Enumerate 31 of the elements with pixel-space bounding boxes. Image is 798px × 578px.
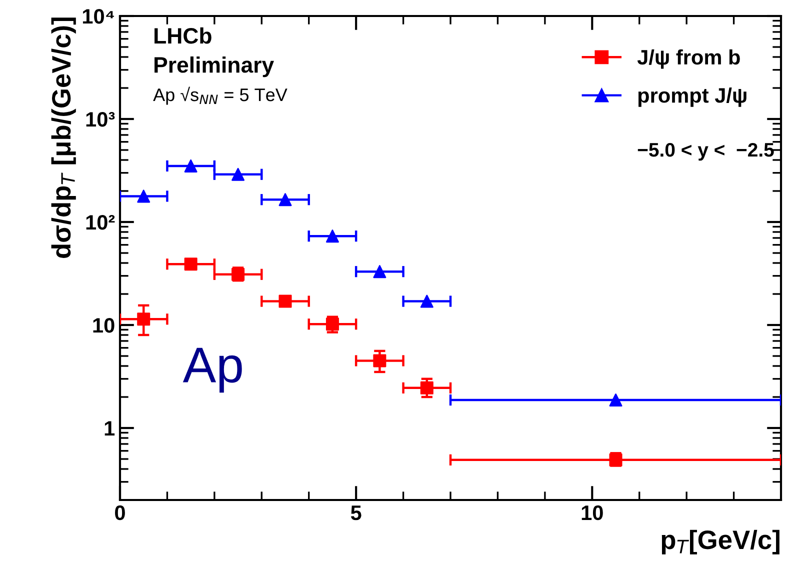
legend-label: prompt J/ψ [638,88,746,107]
y-axis-title: dσ/dp$_{T}$ [μb/(GeV/c)] [51,18,76,258]
point [420,381,434,394]
point [609,394,622,407]
y-tick-label: 10 [93,318,114,333]
point [137,190,150,203]
annotation: Preliminary [154,56,274,78]
point [373,354,386,368]
y-tick-label: 10⁴ [82,9,114,24]
point [184,159,198,172]
point [326,318,339,331]
annotation: Ap [182,348,242,393]
annotation: −5.0 < y < −2.5 [638,142,774,161]
y-tick-label: 1 [104,421,115,436]
point [420,294,434,308]
point [232,168,245,181]
x-tick-label: 5 [350,506,362,520]
y-tick-label: 10² [86,215,115,230]
point [184,258,198,271]
x-axis-title: p$_{T}$[GeV/c] [662,530,780,554]
point [278,294,292,308]
point [278,193,292,206]
legend-label: J/ψ from b [637,49,740,69]
y-tick-label: 10³ [86,112,115,127]
annotation: Ap √s$_{NN}$ = 5 TeV [153,86,288,105]
annotation: LHCb [154,27,212,44]
point [137,312,150,326]
x-tick-label: 0 [115,505,125,520]
x-tick-label: 10 [582,505,603,520]
point [373,265,386,278]
point [326,230,339,243]
